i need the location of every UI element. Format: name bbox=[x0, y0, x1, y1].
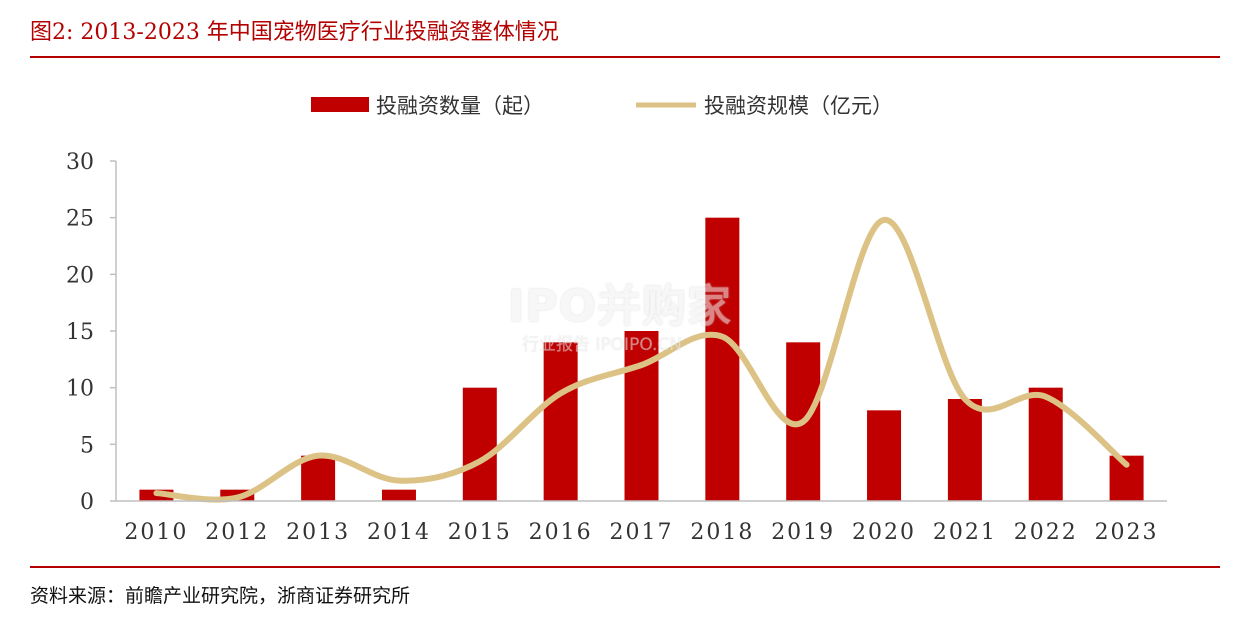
x-tick-label: 2013 bbox=[286, 520, 350, 545]
x-tick-label: 2010 bbox=[124, 520, 188, 545]
y-tick-label: 0 bbox=[80, 490, 94, 515]
x-tick-label: 2020 bbox=[852, 520, 916, 545]
y-tick-label: 25 bbox=[66, 207, 94, 232]
legend-label-bar: 投融资数量（起） bbox=[376, 94, 544, 118]
y-tick-label: 20 bbox=[66, 263, 94, 288]
x-tick-label: 2022 bbox=[1014, 520, 1078, 545]
bar bbox=[947, 399, 982, 501]
source-rule bbox=[30, 566, 1220, 568]
y-tick-label: 30 bbox=[66, 150, 94, 175]
x-tick-label: 2015 bbox=[448, 520, 512, 545]
chart: 投融资数量（起） 投融资规模（亿元） 0 5 10 15 20 25 30 2010 2012… bbox=[66, 94, 1167, 545]
line-series bbox=[153, 216, 1130, 503]
legend-swatch-bar bbox=[311, 97, 369, 112]
x-axis: 2010 2012 2013 2014 2015 2016 2017 2018 2019 2020… bbox=[116, 500, 1167, 545]
figure-title: 图2: 2013-2023 年中国宠物医疗行业投融资整体情况 bbox=[30, 20, 559, 45]
bar bbox=[462, 387, 497, 501]
x-tick-label: 2021 bbox=[933, 520, 997, 545]
x-tick-label: 2014 bbox=[367, 520, 431, 545]
source-note: 资料来源：前瞻产业研究院，浙商证券研究所 bbox=[30, 585, 411, 607]
x-tick-label: 2017 bbox=[610, 520, 674, 545]
y-axis: 0 5 10 15 20 25 30 bbox=[66, 150, 117, 515]
bar bbox=[301, 455, 336, 501]
legend-label-line: 投融资规模（亿元） bbox=[704, 94, 893, 118]
x-tick-label: 2018 bbox=[690, 520, 754, 545]
bar bbox=[705, 217, 740, 501]
x-tick-label: 2012 bbox=[205, 520, 269, 545]
chart-legend: 投融资数量（起） 投融资规模（亿元） bbox=[311, 94, 893, 118]
bar-series bbox=[139, 217, 1144, 501]
title-rule bbox=[30, 56, 1220, 58]
y-tick-label: 15 bbox=[66, 320, 94, 345]
y-tick-label: 10 bbox=[66, 377, 94, 402]
bar bbox=[1028, 387, 1063, 501]
bar bbox=[381, 489, 416, 501]
bar bbox=[867, 410, 902, 501]
x-tick-label: 2016 bbox=[529, 520, 593, 545]
x-tick-label: 2023 bbox=[1095, 520, 1159, 545]
x-tick-label: 2019 bbox=[771, 520, 835, 545]
bar bbox=[543, 342, 578, 501]
y-tick-label: 5 bbox=[80, 433, 94, 458]
